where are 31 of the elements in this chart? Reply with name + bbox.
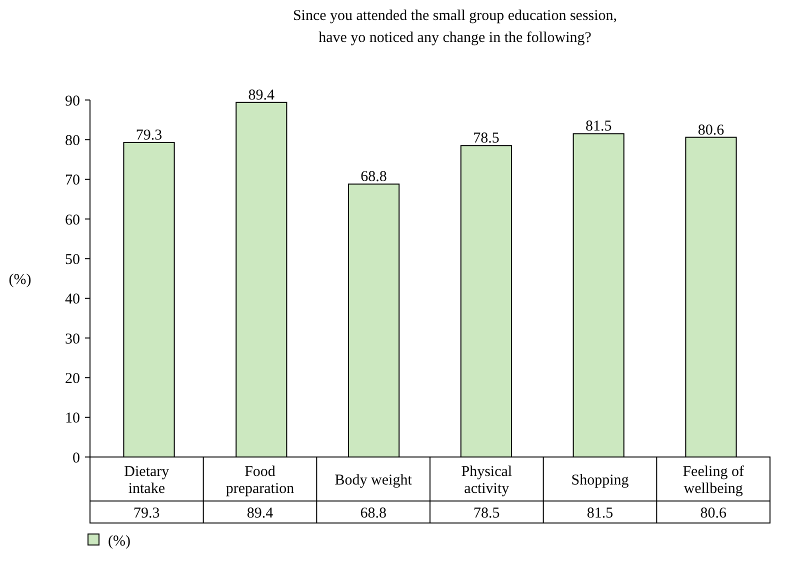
x-tick-label: Feeling of wellbeing [682,464,744,497]
data-label: 80.6 [698,122,725,138]
y-tick-label: 40 [65,292,80,308]
x-tick-label: Shopping [571,472,630,488]
text: 81.5 [586,505,614,522]
text: 78.5 [474,505,500,522]
data-label: 68.8 [360,169,387,186]
chart-title: Since you attended the small group education session, have yo noticed any change in the following? [292,8,618,46]
y-tick-label: 0 [72,450,80,466]
y-tick-label: 70 [65,172,80,189]
text: 80.6 [700,505,727,522]
x-tick-label: Dietary intake [124,464,170,497]
legend-label: (%) [108,533,130,550]
x-tick-label: Food preparation [226,464,295,497]
y-tick-label: 30 [65,331,80,348]
text: 79.3 [134,505,160,522]
data-label: 89.4 [248,87,276,104]
y-tick-label: 90 [65,93,80,110]
x-tick-label: Body weight [334,472,413,488]
y-tick-label: 20 [65,370,80,387]
y-tick-label: 10 [65,410,80,427]
data-label: 78.5 [473,130,500,147]
text: 68.8 [360,505,386,522]
x-tick-label: Physical activity [461,464,512,497]
data-label: 79.3 [136,127,162,144]
y-axis-title: (%) [8,272,32,288]
text: 89.4 [246,505,274,522]
y-tick-label: 60 [65,212,80,228]
y-tick-label: 50 [65,252,80,268]
y-tick-label: 80 [65,132,80,149]
data-label: 81.5 [585,118,612,135]
